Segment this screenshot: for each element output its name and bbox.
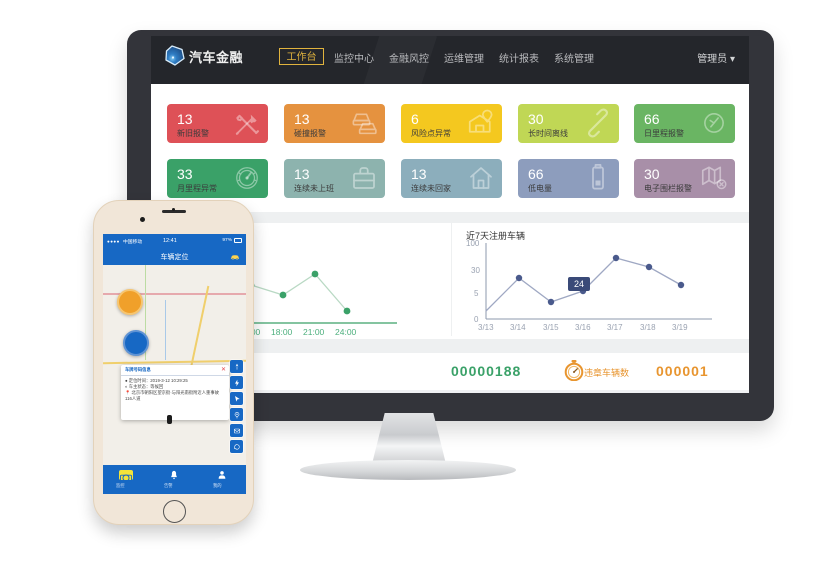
svg-text:3/13: 3/13 [478,323,494,332]
svg-text:24:00: 24:00 [335,327,357,336]
svg-text:3/14: 3/14 [510,323,526,332]
svg-text:3/19: 3/19 [672,323,688,332]
svg-text:3/17: 3/17 [607,323,623,332]
svg-text:30: 30 [471,266,480,275]
svg-text:18:00: 18:00 [271,327,293,336]
svg-text:3/15: 3/15 [543,323,559,332]
svg-text:5: 5 [474,289,479,298]
svg-text:21:00: 21:00 [303,327,325,336]
svg-text:3/16: 3/16 [575,323,591,332]
svg-text:3/18: 3/18 [640,323,656,332]
